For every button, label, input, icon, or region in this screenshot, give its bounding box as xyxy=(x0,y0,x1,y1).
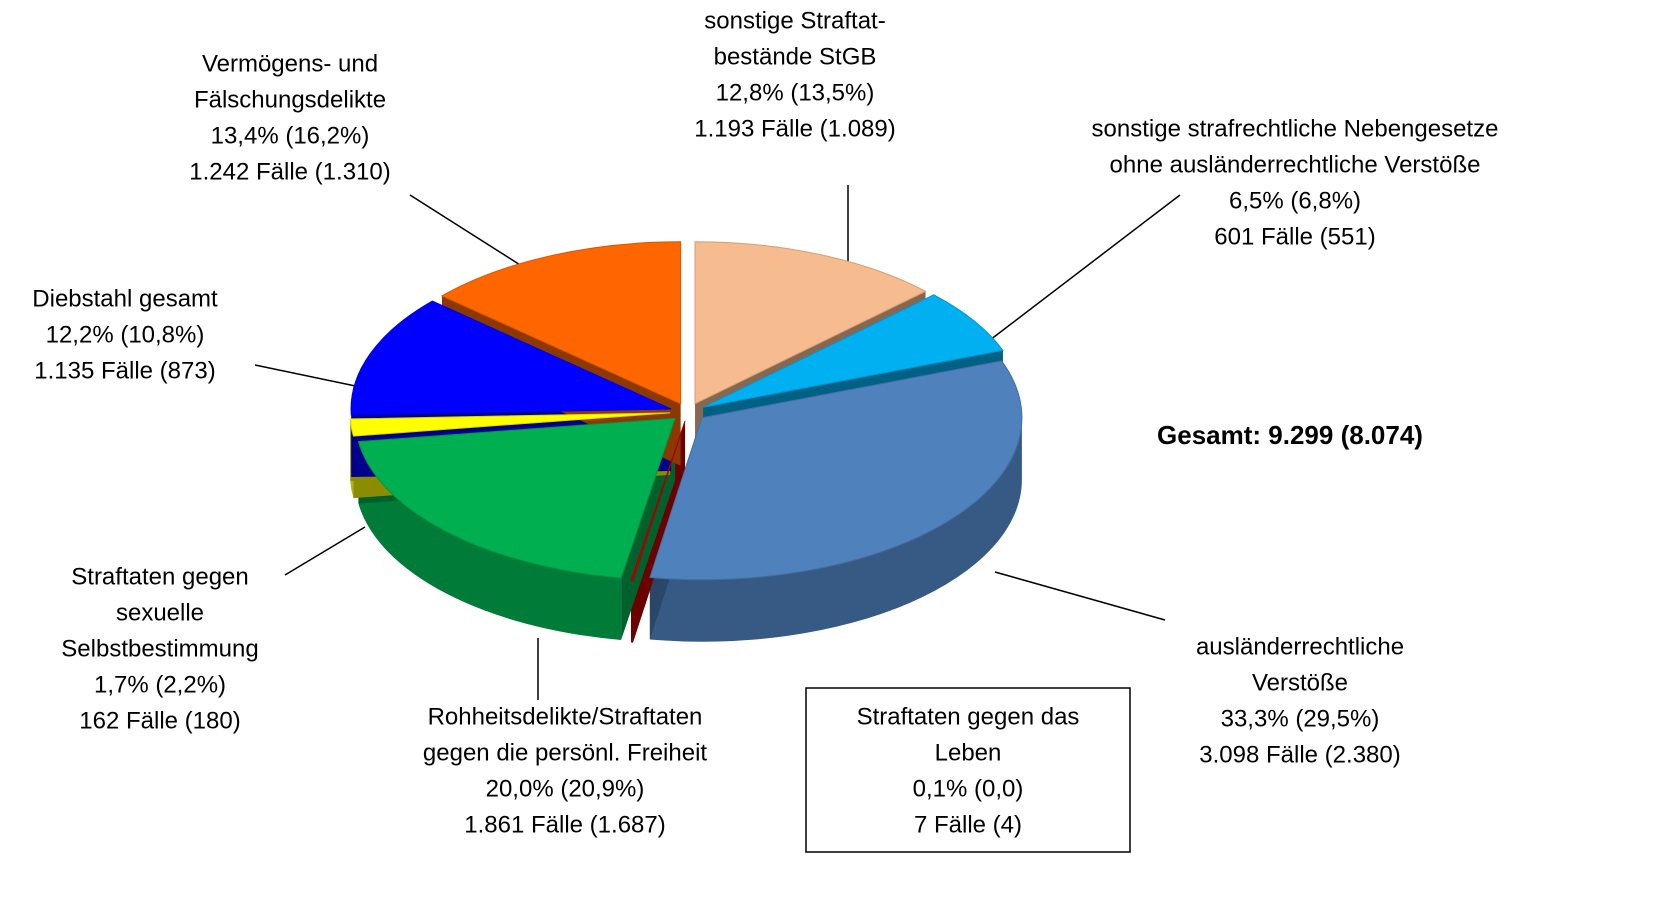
slice xyxy=(357,417,676,579)
slice xyxy=(703,294,1004,408)
slice-label: sonstige strafrechtliche Nebengesetze xyxy=(1092,115,1499,142)
case-label: 3.098 Fälle (2.380) xyxy=(1199,741,1400,768)
slice xyxy=(630,420,686,582)
slice xyxy=(349,412,671,437)
slice-label: Vermögens- und xyxy=(202,50,378,77)
value-label: 12,8% (13,5%) xyxy=(716,79,875,106)
case-label: 601 Fälle (551) xyxy=(1214,223,1375,250)
slice xyxy=(350,300,672,416)
slice-side xyxy=(649,417,1022,642)
slice-label: gegen die persönl. Freiheit xyxy=(423,739,708,766)
leader-line xyxy=(284,526,366,576)
value-label: 6,5% (6,8%) xyxy=(1229,187,1361,214)
value-label: 13,4% (16,2%) xyxy=(211,122,370,149)
value-label: 0,1% (0,0) xyxy=(913,775,1024,802)
slice-label: Verstöße xyxy=(1252,669,1348,696)
case-label: 1.242 Fälle (1.310) xyxy=(189,158,390,185)
slice-label: sexuelle xyxy=(116,599,204,626)
slice-label: Selbstbestimmung xyxy=(61,635,258,662)
slice-label: Straftaten gegen das xyxy=(857,703,1080,730)
value-label: 1,7% (2,2%) xyxy=(94,671,226,698)
slice-label: ausländerrechtliche xyxy=(1196,633,1404,660)
case-label: 1.193 Fälle (1.089) xyxy=(694,115,895,142)
case-label: 1.135 Fälle (873) xyxy=(34,357,215,384)
case-label: 162 Fälle (180) xyxy=(79,707,240,734)
leader-line xyxy=(994,571,1166,621)
slice xyxy=(440,241,682,405)
leader-line xyxy=(409,194,526,269)
slice xyxy=(649,360,1023,581)
slice-label: ohne ausländerrechtliche Verstöße xyxy=(1110,151,1481,178)
pie-tops xyxy=(349,241,1023,582)
slice-label: bestände StGB xyxy=(714,43,877,70)
slice-label: Rohheitsdelikte/Straftaten xyxy=(428,703,703,730)
value-label: 33,3% (29,5%) xyxy=(1221,705,1380,732)
leader-line xyxy=(989,194,1181,341)
slice-label: Straftaten gegen xyxy=(71,563,248,590)
value-label: 20,0% (20,9%) xyxy=(486,775,645,802)
leader-lines xyxy=(254,185,1181,700)
slice-label: Leben xyxy=(935,739,1002,766)
slice xyxy=(694,241,927,405)
slice-side xyxy=(358,441,622,640)
value-label: 12,2% (10,8%) xyxy=(46,321,205,348)
slice-label: sonstige Straftat- xyxy=(704,7,885,34)
slice-label: Fälschungsdelikte xyxy=(194,86,386,113)
total-annotation: Gesamt: 9.299 (8.074) xyxy=(1157,420,1423,450)
label-box xyxy=(805,687,1131,853)
case-label: 7 Fälle (4) xyxy=(914,811,1022,838)
leader-line xyxy=(254,364,366,389)
slice-label: Diebstahl gesamt xyxy=(32,285,218,312)
case-label: 1.861 Fälle (1.687) xyxy=(464,811,665,838)
